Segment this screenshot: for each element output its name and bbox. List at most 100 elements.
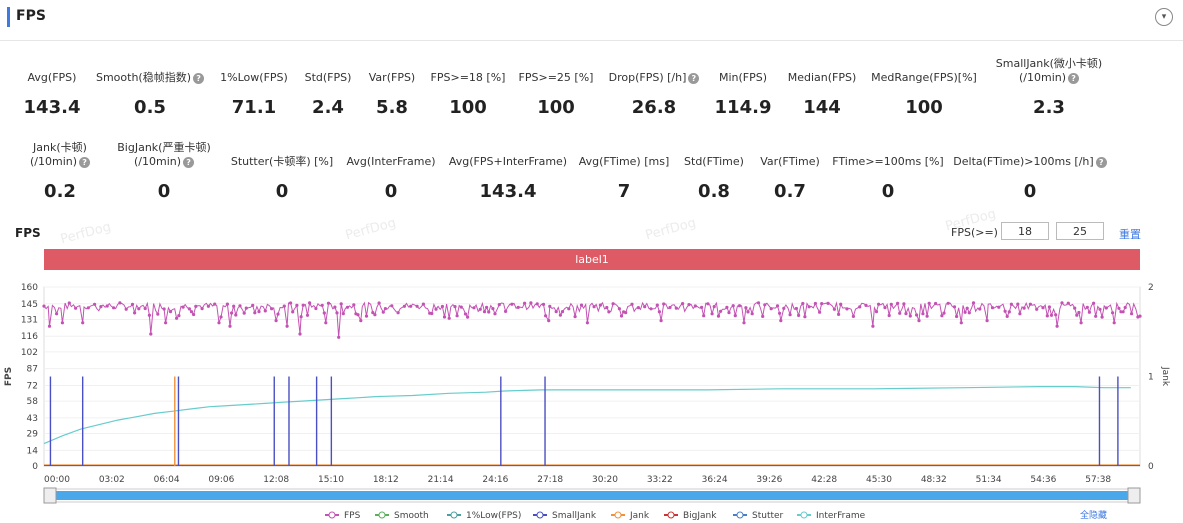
fps-point xyxy=(1111,311,1115,315)
metric-label: Median(FPS) xyxy=(787,71,857,84)
help-icon[interactable]: ? xyxy=(1095,156,1107,168)
zoom-slider-handle-left[interactable] xyxy=(43,487,57,504)
help-icon[interactable]: ? xyxy=(1068,72,1080,84)
metric-value: 0.8 xyxy=(698,181,730,202)
fps-point xyxy=(99,305,103,309)
fps-point xyxy=(455,314,459,318)
fps-point xyxy=(558,313,563,317)
zoom-slider-range[interactable] xyxy=(49,491,1135,500)
x-tick-label: 36:24 xyxy=(702,475,728,485)
fps-point xyxy=(797,313,801,317)
fps-point xyxy=(1055,324,1059,328)
metric-avg-ftime-ms: Avg(FTime) [ms] 7 xyxy=(544,155,704,202)
help-icon[interactable]: ? xyxy=(183,156,195,168)
fps-point xyxy=(409,304,413,308)
fps-point xyxy=(276,312,280,316)
fps-point xyxy=(487,310,491,314)
metric-value: 100 xyxy=(905,97,943,118)
fps-point xyxy=(896,301,900,305)
metric-value: 7 xyxy=(617,181,631,202)
legend-item-smooth[interactable]: Smooth xyxy=(375,511,429,521)
fps-point xyxy=(1079,321,1083,325)
y-tick-label: 72 xyxy=(27,381,38,391)
fps-point xyxy=(940,314,944,318)
fps-point xyxy=(213,302,217,306)
fps-point xyxy=(305,313,310,317)
fps-point xyxy=(978,307,982,311)
header-accent-bar xyxy=(7,7,10,27)
fps-point xyxy=(1117,306,1121,310)
fps-threshold-input-1[interactable] xyxy=(1001,222,1049,240)
fps-threshold-label: FPS(>=) xyxy=(951,226,998,239)
help-icon[interactable]: ? xyxy=(193,72,205,84)
fps-point xyxy=(657,310,662,314)
metric-label: Avg(FPS+InterFrame) xyxy=(448,155,568,168)
fps-point xyxy=(187,307,191,311)
fps-point xyxy=(105,304,109,308)
legend-item-fps[interactable]: FPS xyxy=(325,511,361,521)
legend-label: FPS xyxy=(344,511,361,521)
fps-point xyxy=(712,305,716,309)
fps-point xyxy=(1138,314,1142,318)
help-icon[interactable]: ? xyxy=(688,72,700,84)
y-tick-label: 131 xyxy=(21,315,38,325)
legend-item-jank[interactable]: Jank xyxy=(611,511,650,521)
metric-value: 71.1 xyxy=(231,97,277,118)
panel-title: FPS xyxy=(16,8,46,24)
metric-jank: Jank(卡顿) (/10min)? 0.2 xyxy=(0,141,140,202)
fps-point xyxy=(314,306,318,311)
fps-point xyxy=(700,305,704,309)
fps-point xyxy=(927,301,931,305)
fps-point xyxy=(746,310,750,314)
zoom-slider-handle-right[interactable] xyxy=(1127,487,1141,504)
fps-point xyxy=(308,301,312,305)
fps-point xyxy=(1016,302,1020,306)
legend-item-stutter[interactable]: Stutter xyxy=(733,511,784,521)
fps-point xyxy=(737,304,742,308)
fps-point xyxy=(719,309,723,313)
fps-point xyxy=(541,302,546,306)
legend-marker xyxy=(614,511,622,519)
fps-point xyxy=(453,305,457,309)
legend-item-smalljank[interactable]: SmallJank xyxy=(533,511,597,521)
legend-marker xyxy=(450,511,458,519)
help-icon[interactable]: ? xyxy=(79,156,91,168)
legend-item-1-low-fps[interactable]: 1%Low(FPS) xyxy=(447,511,521,521)
metric-label: Drop(FPS) [/h]? xyxy=(574,71,734,85)
collapse-icon[interactable]: ▾ xyxy=(1155,8,1173,26)
legend-label: Jank xyxy=(629,511,650,521)
fps-point xyxy=(744,306,748,310)
metric-ftime-100ms: FTime>=100ms [%] 0 xyxy=(808,155,968,202)
fps-point xyxy=(965,306,969,310)
legend-marker xyxy=(536,511,544,519)
fps-point xyxy=(133,311,137,315)
fps-point xyxy=(1100,315,1104,319)
reset-button[interactable]: 重置 xyxy=(1119,228,1141,241)
legend-item-interframe[interactable]: InterFrame xyxy=(797,511,866,521)
fps-point xyxy=(1035,307,1039,311)
metric-label: Std(FPS) xyxy=(304,71,352,84)
fps-point xyxy=(598,303,603,307)
fps-point xyxy=(1022,306,1026,310)
fps-point xyxy=(794,306,799,311)
metric-label: Min(FPS) xyxy=(718,71,768,84)
fps-point xyxy=(359,319,363,323)
fps-point xyxy=(925,314,929,318)
fps-point xyxy=(447,316,451,320)
y-tick-label: 58 xyxy=(27,397,39,407)
label-bar[interactable]: label1 xyxy=(44,249,1140,270)
y-tick-label: 145 xyxy=(21,300,38,310)
hide-all-legend-button[interactable]: 全隐藏 xyxy=(1080,509,1107,521)
metric-label: Std(FTime) xyxy=(684,155,744,168)
fps-point xyxy=(402,304,406,308)
legend-marker xyxy=(800,511,808,519)
fps-point xyxy=(963,310,967,314)
metric-1-low-fps: 1%Low(FPS) 71.1 xyxy=(174,71,334,118)
fps-point xyxy=(324,321,328,325)
fps-point xyxy=(659,319,663,323)
fps-point xyxy=(1018,312,1022,316)
fps-point xyxy=(242,311,246,315)
legend-item-bigjank[interactable]: BigJank xyxy=(664,511,717,521)
fps-threshold-input-2[interactable] xyxy=(1056,222,1104,240)
